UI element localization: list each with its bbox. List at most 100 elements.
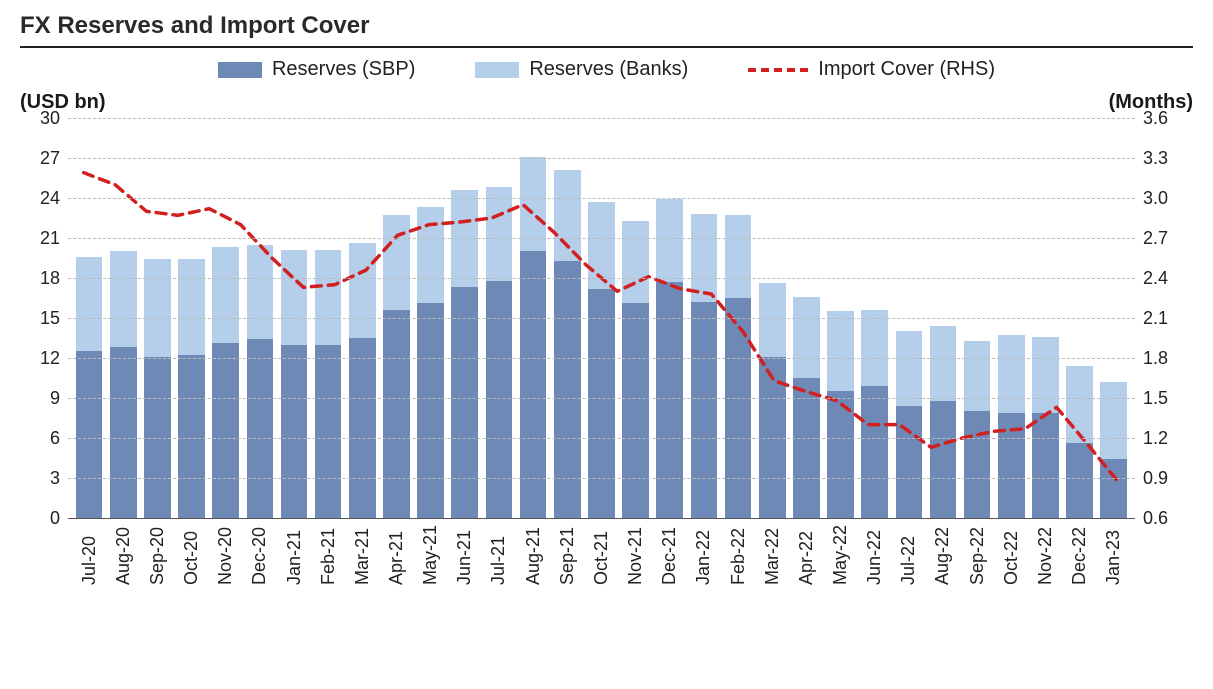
bar-segment-sbp [861, 386, 888, 518]
bar-segment-sbp [247, 339, 274, 518]
x-tick-label: Feb-22 [728, 525, 749, 585]
x-tick-label: Aug-22 [932, 525, 953, 585]
bar-slot [140, 259, 174, 518]
stacked-bar [451, 190, 478, 518]
chart-legend: Reserves (SBP)Reserves (Banks)Import Cov… [20, 58, 1193, 81]
x-tick-label: Oct-20 [181, 525, 202, 585]
x-tick-label: Apr-21 [386, 525, 407, 585]
bar-segment-banks [144, 259, 171, 356]
x-axis: Jul-20Aug-20Sep-20Oct-20Nov-20Dec-20Jan-… [68, 519, 1135, 585]
bar-segment-banks [861, 310, 888, 386]
bar-segment-banks [486, 187, 513, 280]
x-tick: Oct-20 [174, 525, 208, 585]
legend-item: Reserves (Banks) [475, 58, 688, 81]
bar-segment-sbp [110, 347, 137, 518]
x-tick: Jul-22 [892, 525, 926, 585]
x-tick: Dec-21 [653, 525, 687, 585]
x-tick: Mar-21 [345, 525, 379, 585]
x-tick-label: Dec-22 [1069, 525, 1090, 585]
bar-segment-sbp [178, 355, 205, 518]
stacked-bar [1100, 382, 1127, 518]
x-tick-label: Sep-21 [557, 525, 578, 585]
bar-slot [994, 335, 1028, 518]
legend-item: Reserves (SBP) [218, 58, 415, 81]
gridline [68, 158, 1135, 159]
bar-segment-banks [964, 341, 991, 412]
legend-swatch [218, 62, 262, 78]
x-tick-label: Dec-21 [659, 525, 680, 585]
bar-segment-sbp [793, 378, 820, 518]
bar-slot [960, 341, 994, 518]
x-tick: Nov-21 [619, 525, 653, 585]
bar-slot [550, 170, 584, 518]
y-axis-left: 302724211815129630 [20, 118, 68, 518]
bar-segment-banks [315, 250, 342, 345]
bar-segment-sbp [1032, 413, 1059, 518]
bar-segment-banks [247, 245, 274, 340]
bar-segment-sbp [76, 351, 103, 518]
x-tick-label: Feb-21 [318, 525, 339, 585]
stacked-bar [622, 221, 649, 518]
x-tick-label: Jan-23 [1103, 525, 1124, 585]
bar-segment-banks [281, 250, 308, 345]
bar-segment-sbp [554, 261, 581, 518]
x-tick-label: Aug-20 [113, 525, 134, 585]
x-tick: Feb-21 [311, 525, 345, 585]
x-tick: Jun-22 [858, 525, 892, 585]
x-tick-label: Mar-21 [352, 525, 373, 585]
gridline [68, 238, 1135, 239]
bar-slot [174, 259, 208, 518]
x-tick-label: Oct-22 [1001, 525, 1022, 585]
stacked-bar [417, 207, 444, 518]
bar-slot [892, 331, 926, 518]
bar-slot [619, 221, 653, 518]
legend-label: Reserves (SBP) [272, 58, 415, 81]
bar-slot [379, 215, 413, 518]
x-tick-label: Mar-22 [762, 525, 783, 585]
x-tick-label: Jun-21 [454, 525, 475, 585]
left-axis-title: (USD bn) [20, 91, 106, 114]
bar-slot [721, 215, 755, 518]
bar-segment-sbp [1100, 459, 1127, 518]
x-tick: Sep-20 [140, 525, 174, 585]
x-tick: Oct-21 [584, 525, 618, 585]
x-tick: Jul-21 [482, 525, 516, 585]
bar-slot [516, 157, 550, 518]
bar-segment-banks [622, 221, 649, 304]
bar-segment-sbp [486, 281, 513, 518]
legend-line-icon [748, 68, 808, 72]
bar-segment-banks [759, 283, 786, 356]
bar-segment-sbp [383, 310, 410, 518]
x-tick-label: Dec-20 [249, 525, 270, 585]
bar-slot [687, 214, 721, 518]
bar-segment-banks [827, 311, 854, 391]
stacked-bar [383, 215, 410, 518]
gridline [68, 318, 1135, 319]
bar-segment-sbp [964, 411, 991, 518]
gridline [68, 438, 1135, 439]
gridline [68, 278, 1135, 279]
x-tick-label: Jan-22 [693, 525, 714, 585]
bar-slot [414, 207, 448, 518]
bar-segment-sbp [212, 343, 239, 518]
bar-slot [823, 311, 857, 518]
x-tick: Nov-22 [1028, 525, 1062, 585]
bar-segment-banks [212, 247, 239, 343]
x-tick: Apr-21 [379, 525, 413, 585]
bar-segment-banks [417, 207, 444, 303]
legend-label: Reserves (Banks) [529, 58, 688, 81]
bar-segment-banks [1032, 337, 1059, 413]
bar-segment-sbp [930, 401, 957, 518]
bar-segment-banks [349, 243, 376, 338]
bar-segment-banks [383, 215, 410, 310]
x-tick-label: Sep-20 [147, 525, 168, 585]
bar-slot [858, 310, 892, 518]
bar-segment-banks [588, 202, 615, 289]
x-tick: Oct-22 [994, 525, 1028, 585]
x-tick-label: Jun-22 [864, 525, 885, 585]
x-tick: Jun-21 [448, 525, 482, 585]
x-tick: May-22 [823, 525, 857, 585]
stacked-bar [486, 187, 513, 518]
x-tick: Sep-21 [550, 525, 584, 585]
stacked-bar [793, 297, 820, 518]
